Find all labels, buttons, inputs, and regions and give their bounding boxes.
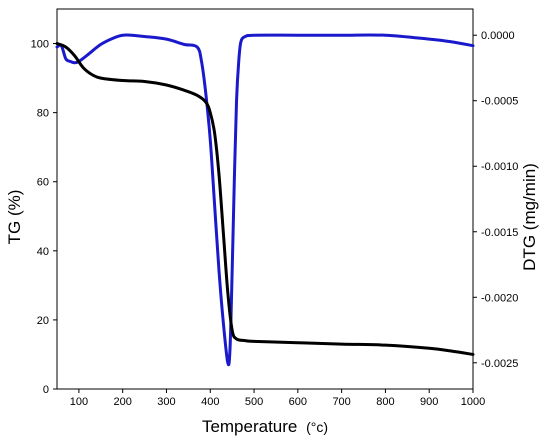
dtg-series-line xyxy=(55,33,475,367)
x-axis-ticks: 100 200 300 400 500 600 700 800 900 1000 xyxy=(70,389,485,408)
y-left-tick-label: 0 xyxy=(43,384,49,396)
series-layer xyxy=(55,33,475,367)
y-right-tick-label: -0.0010 xyxy=(481,161,518,173)
x-axis-title-unit: (°c) xyxy=(306,419,328,435)
x-tick-label: 600 xyxy=(289,396,307,408)
x-axis-title-text: Temperature xyxy=(202,417,297,436)
y-left-tick-label: 60 xyxy=(37,177,49,189)
y-right-tick-label: -0.0005 xyxy=(481,96,518,108)
y-right-axis-ticks: 0.0000 -0.0005 -0.0010 -0.0015 -0.0020 -0.002… xyxy=(473,30,518,370)
y-right-tick-label: 0.0000 xyxy=(481,30,515,42)
y-left-tick-label: 80 xyxy=(37,108,49,120)
x-tick-label: 800 xyxy=(376,396,394,408)
tg-series-line xyxy=(55,42,475,356)
y-left-tick-label: 20 xyxy=(37,315,49,327)
y-right-tick-label: -0.0020 xyxy=(481,292,518,304)
x-tick-label: 900 xyxy=(420,396,438,408)
x-tick-label: 700 xyxy=(332,396,350,408)
x-tick-label: 1000 xyxy=(461,396,485,408)
y-left-tick-label: 100 xyxy=(31,39,49,51)
x-tick-label: 300 xyxy=(157,396,175,408)
y-left-tick-label: 40 xyxy=(37,246,49,258)
y-right-axis-title: DTG (mg/min) xyxy=(520,163,539,271)
x-tick-label: 200 xyxy=(114,396,132,408)
y-right-tick-label: -0.0015 xyxy=(481,227,518,239)
x-tick-label: 500 xyxy=(245,396,263,408)
plot-area xyxy=(56,8,474,390)
x-tick-label: 100 xyxy=(70,396,88,408)
y-left-axis-title: TG (%) xyxy=(5,190,24,245)
y-left-axis-ticks: 0 20 40 60 80 100 xyxy=(31,39,57,396)
x-axis-title: Temperature (°c) xyxy=(202,417,328,436)
y-right-tick-label: -0.0025 xyxy=(481,358,518,370)
x-tick-label: 400 xyxy=(201,396,219,408)
